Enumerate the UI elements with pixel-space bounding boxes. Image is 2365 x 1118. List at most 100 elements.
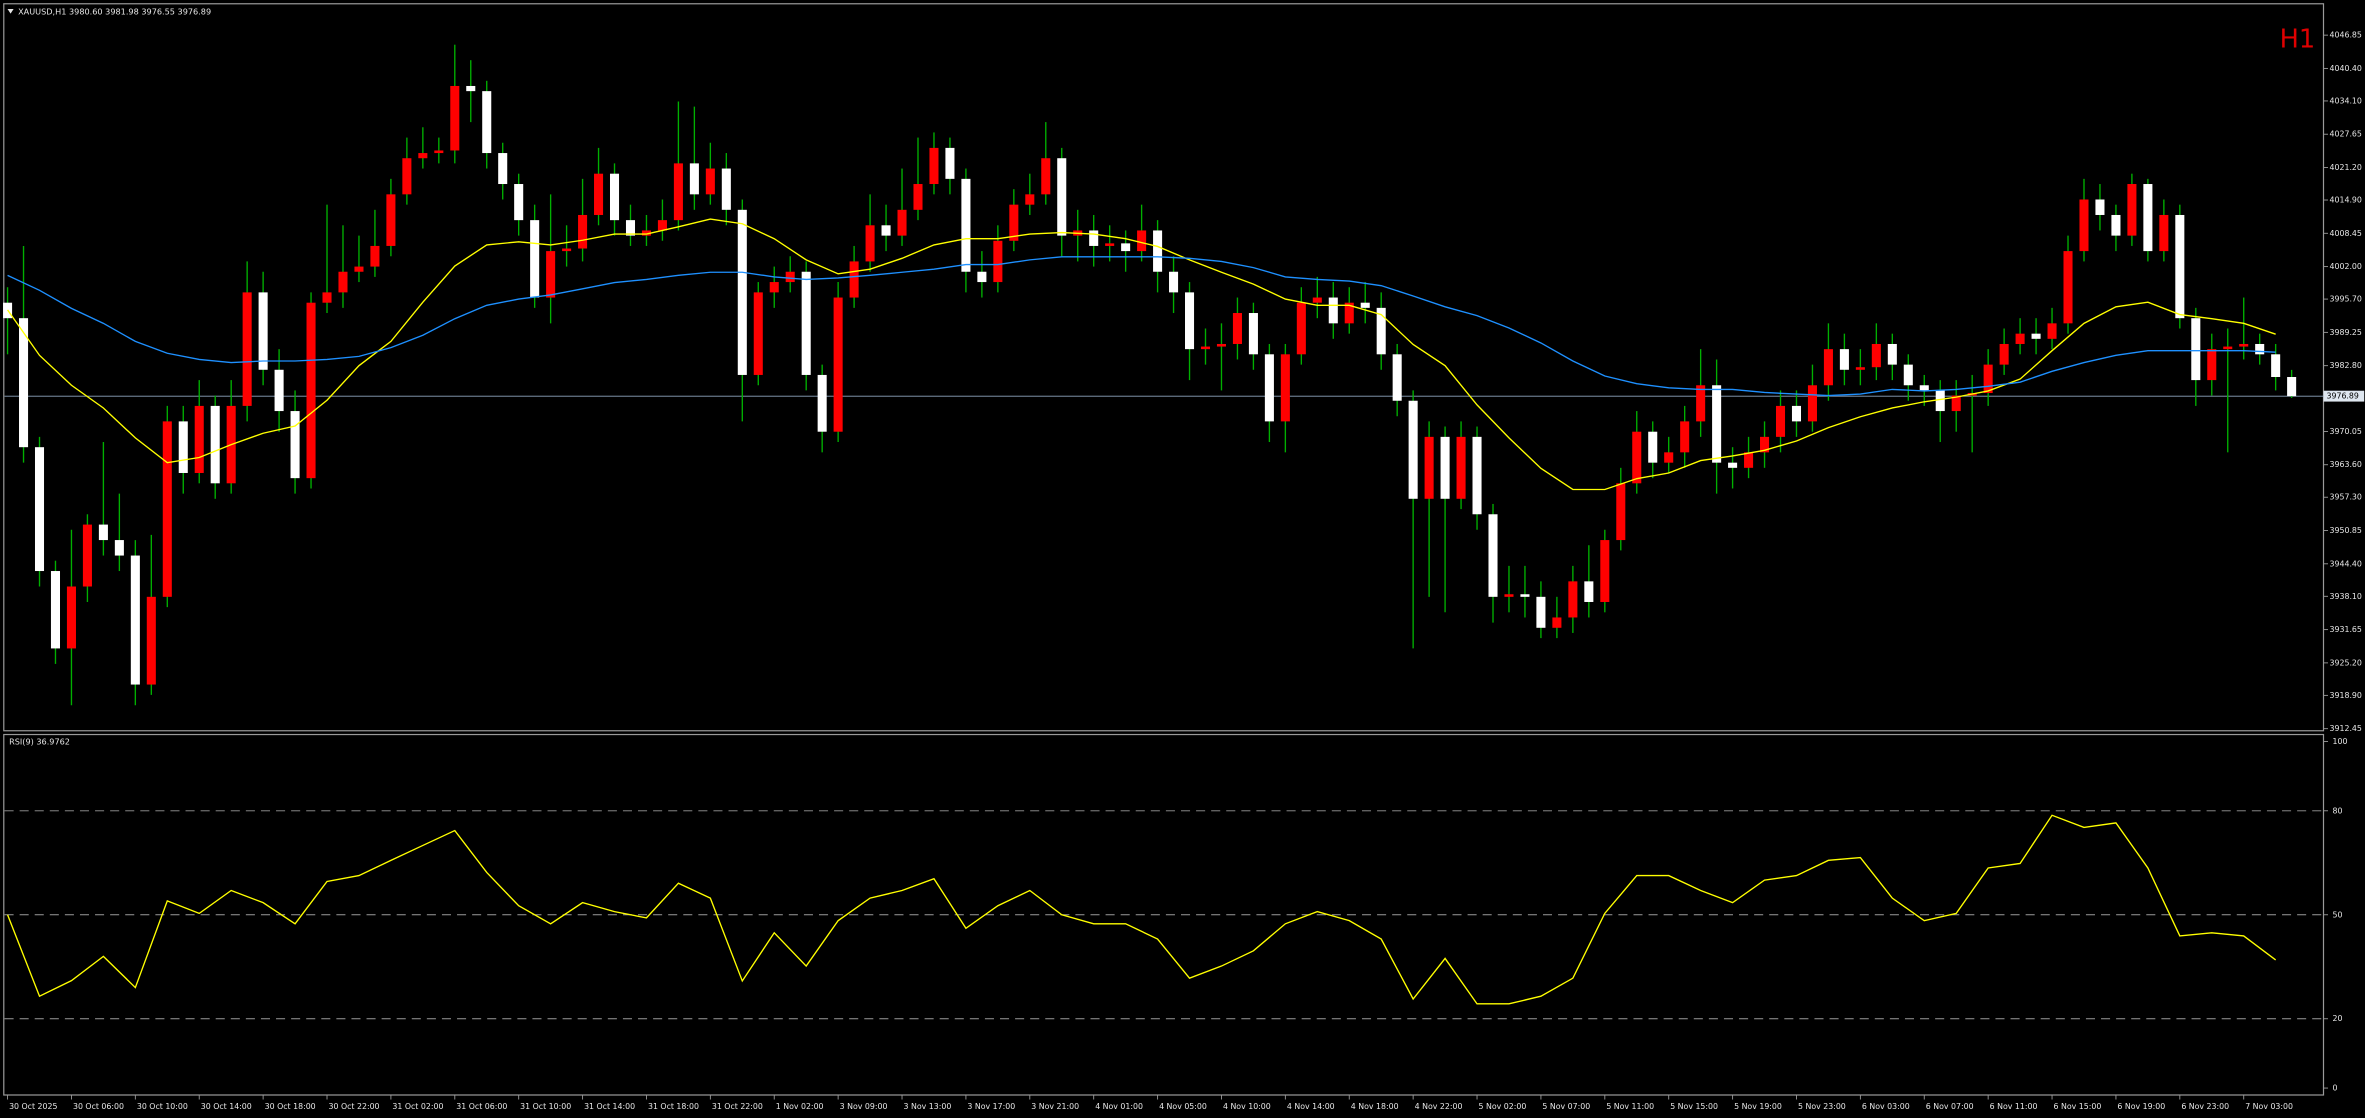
candle-body-bull [146, 596, 156, 685]
candle-body-bear [130, 555, 140, 685]
y-tick-label: 4002.00 [2330, 262, 2362, 271]
candle-body-bull [306, 302, 316, 479]
candle-body-bear [1392, 354, 1402, 401]
rsi-y-tick-label: 0 [2333, 1084, 2338, 1093]
candle-body-bear [1121, 243, 1131, 252]
y-tick-label: 3957.30 [2330, 493, 2362, 502]
x-tick-label: 30 Oct 2025 [9, 1102, 57, 1111]
candle-body-bear [977, 271, 987, 283]
candle-body-bear [737, 209, 747, 375]
candle-body-bull [1600, 540, 1610, 602]
candle-body-bear [498, 153, 508, 185]
candle-body-bull [1999, 343, 2009, 365]
candle-body-bull [865, 225, 875, 262]
candle-body-bull [785, 271, 795, 283]
candle-body-bull [2015, 333, 2025, 344]
candle-body-bull [2079, 199, 2089, 252]
rsi-y-tick-label: 100 [2333, 737, 2348, 746]
candle-body-bear [1057, 158, 1067, 236]
candle-body-bull [418, 153, 428, 159]
candle-body-bull [1951, 395, 1961, 412]
candle-body-bear [2111, 214, 2121, 236]
candle-body-bear [178, 421, 188, 473]
x-tick-label: 4 Nov 14:00 [1287, 1102, 1335, 1111]
candle-body-bull [1009, 204, 1019, 241]
candle-body-bear [274, 369, 284, 412]
candle-body-bull [673, 163, 683, 221]
candle-body-bull [1823, 349, 1833, 386]
candle-body-bull [1632, 431, 1642, 484]
x-tick-label: 6 Nov 11:00 [1990, 1102, 2038, 1111]
current-price-tag [2323, 390, 2365, 402]
candle-body-bear [1264, 354, 1274, 422]
candle-body-bear [881, 225, 891, 236]
candle-body-bear [1089, 230, 1099, 246]
candle-body-bear [625, 220, 636, 236]
candle-body-bull [929, 147, 939, 185]
candle-body-bear [2143, 184, 2153, 252]
candle-body-bear [801, 271, 811, 375]
candle-body-bull [162, 421, 172, 597]
y-tick-label: 3950.85 [2330, 526, 2362, 535]
current-price-label: 3976.89 [2327, 392, 2359, 401]
candle-body-bull [2207, 349, 2217, 381]
candle-body-bull [1744, 452, 1754, 468]
candle-body-bull [657, 220, 667, 231]
rsi-line [6, 814, 2277, 1005]
candle-body-bull [1424, 436, 1434, 499]
y-tick-label: 4008.45 [2330, 229, 2362, 238]
x-tick-label: 30 Oct 06:00 [73, 1102, 124, 1111]
x-tick-label: 4 Nov 01:00 [1095, 1102, 1143, 1111]
y-tick-label: 4027.65 [2330, 130, 2362, 139]
x-tick-label: 5 Nov 15:00 [1670, 1102, 1718, 1111]
x-tick-label: 3 Nov 17:00 [967, 1102, 1015, 1111]
candle-body-bull [1680, 421, 1690, 453]
y-tick-label: 4014.90 [2330, 196, 2362, 205]
x-tick-label: 30 Oct 22:00 [329, 1102, 380, 1111]
candle-body-bear [1440, 436, 1450, 499]
candle-body-bull [2047, 323, 2057, 339]
candle-body-bear [2287, 377, 2297, 397]
candle-body-bull [1696, 385, 1706, 422]
candle-body-bear [1584, 581, 1594, 602]
candle-body-bear [2191, 318, 2201, 381]
moving-average-line [7, 256, 2276, 397]
candle-body-bull [578, 214, 588, 249]
x-tick-label: 31 Oct 06:00 [456, 1102, 507, 1111]
candle-body-bear [817, 374, 827, 432]
candle-body-bear [1248, 313, 1258, 355]
candle-body-bull [993, 240, 1003, 283]
candle-body-bear [1520, 594, 1530, 597]
y-tick-label: 3982.80 [2330, 361, 2362, 370]
candle-body-bull [1232, 313, 1242, 344]
x-tick-label: 31 Oct 22:00 [712, 1102, 763, 1111]
x-tick-label: 3 Nov 09:00 [840, 1102, 888, 1111]
candle-body-bear [2031, 333, 2041, 339]
candle-body-bull [769, 282, 779, 293]
candle-body-bull [1216, 343, 1226, 347]
x-tick-label: 7 Nov 03:00 [2245, 1102, 2293, 1111]
candle-body-bull [913, 184, 923, 210]
candle-body-bear [98, 524, 108, 541]
candle-body-bear [1472, 436, 1482, 515]
candle-body-bear [1169, 271, 1179, 293]
candle-body-bear [2255, 343, 2265, 355]
candle-body-bull [562, 248, 572, 252]
candle-body-bear [1185, 292, 1195, 350]
x-tick-label: 5 Nov 19:00 [1734, 1102, 1782, 1111]
x-tick-label: 5 Nov 23:00 [1798, 1102, 1846, 1111]
candle-body-bull [434, 150, 444, 154]
candle-body-bear [50, 571, 61, 649]
y-tick-label: 3918.90 [2330, 691, 2362, 700]
x-tick-label: 5 Nov 11:00 [1606, 1102, 1654, 1111]
candle-body-bear [514, 184, 524, 221]
candle-body-bear [961, 178, 971, 272]
candle-body-bull [338, 271, 348, 293]
candle-body-bear [1935, 390, 1945, 412]
symbol-menu-arrow[interactable] [7, 9, 14, 14]
candle-body-bear [609, 173, 620, 221]
candle-body-bear [19, 318, 29, 448]
candle-body-bull [450, 85, 460, 151]
